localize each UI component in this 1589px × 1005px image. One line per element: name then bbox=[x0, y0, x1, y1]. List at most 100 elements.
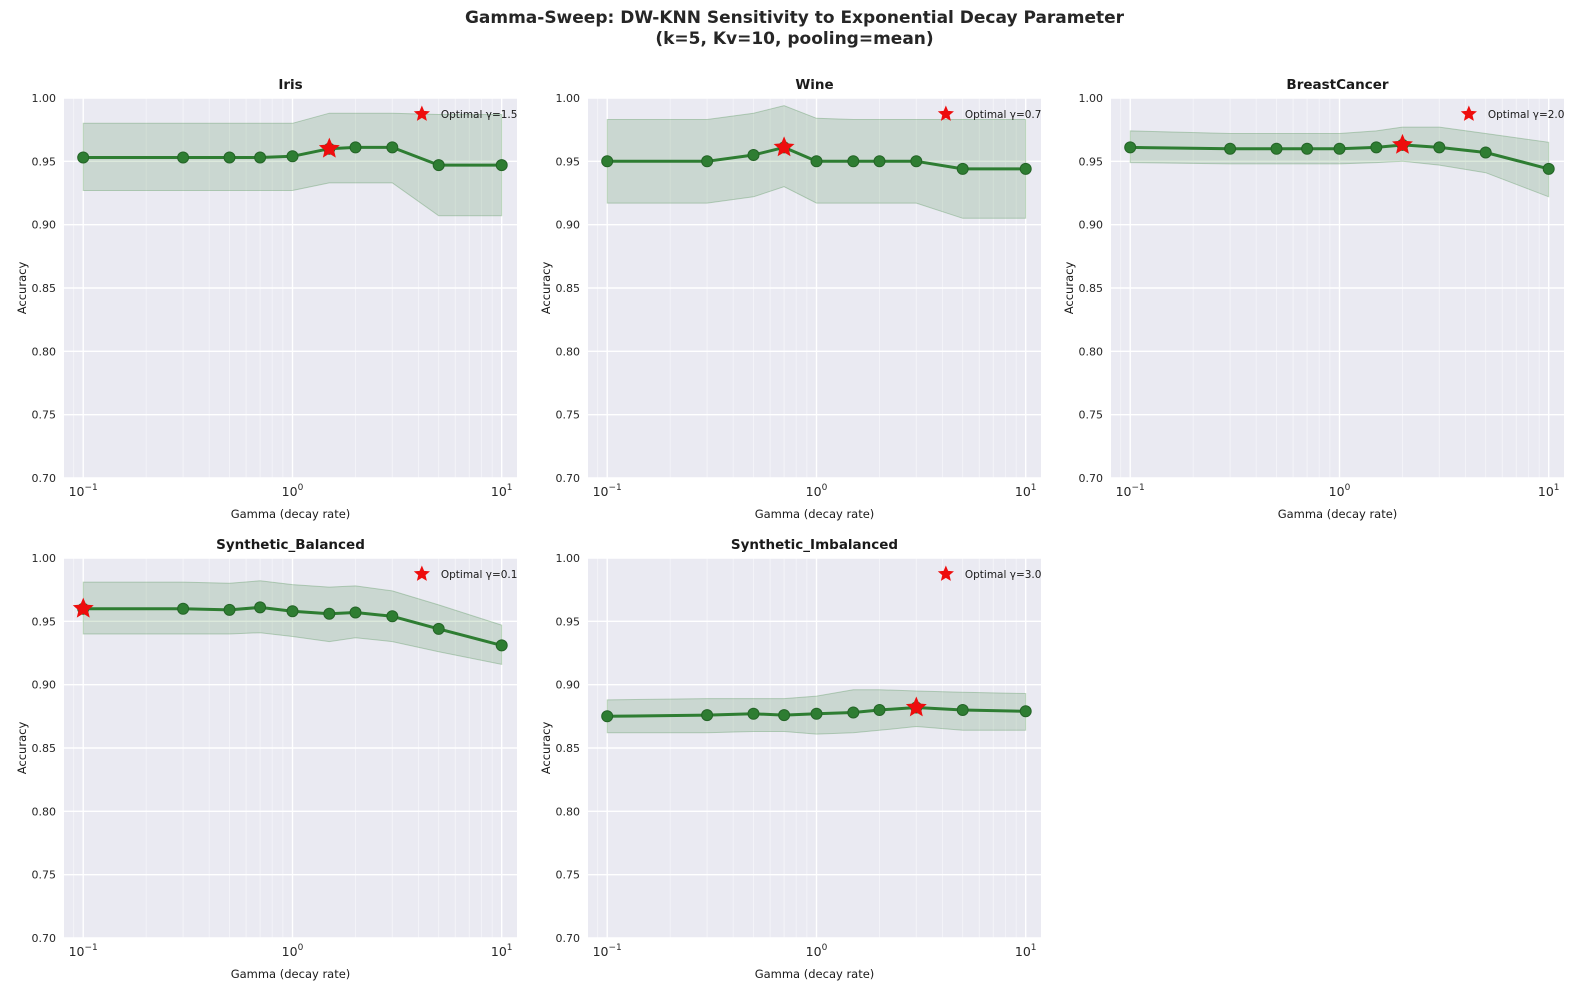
legend-star-icon bbox=[1460, 105, 1477, 121]
x-axis-tick-label: 100 bbox=[806, 943, 828, 959]
data-point-marker bbox=[1542, 162, 1555, 175]
data-point-marker bbox=[495, 639, 508, 652]
data-point-marker bbox=[77, 151, 90, 164]
data-point-marker bbox=[956, 162, 969, 175]
data-point-marker bbox=[1433, 141, 1446, 154]
y-axis-tick-label: 0.75 bbox=[556, 869, 581, 882]
optimal-star-marker bbox=[1392, 133, 1413, 154]
legend-star-icon bbox=[413, 105, 430, 121]
subplot-wine: Optimal γ=0.7 Wine 0.70 0.75 0.80 0.85 0.90 0.9… bbox=[536, 75, 1059, 537]
data-point-marker bbox=[177, 602, 190, 615]
data-point-marker bbox=[847, 706, 860, 719]
data-point-marker bbox=[601, 710, 614, 723]
data-point-marker bbox=[1224, 142, 1237, 155]
y-axis-label: Accuracy bbox=[539, 262, 553, 315]
x-axis-tick-label: 101 bbox=[1015, 483, 1037, 499]
y-axis-label: Accuracy bbox=[15, 262, 29, 315]
subplot-title: Synthetic_Imbalanced bbox=[731, 537, 898, 553]
data-point-marker bbox=[847, 155, 860, 168]
data-point-marker bbox=[701, 155, 714, 168]
y-axis-tick-label: 0.80 bbox=[556, 345, 581, 358]
optimal-star-marker bbox=[72, 597, 94, 618]
x-axis-tick-label: 100 bbox=[1329, 483, 1351, 499]
y-axis-tick-label: 0.85 bbox=[1079, 282, 1104, 295]
accuracy-line bbox=[81, 145, 504, 167]
data-point-marker bbox=[349, 606, 362, 619]
confidence-band bbox=[82, 112, 503, 217]
subplot-title: Synthetic_Balanced bbox=[216, 537, 365, 553]
data-point-marker bbox=[223, 603, 236, 616]
figure-title: Gamma-Sweep: DW-KNN Sensitivity to Expon… bbox=[0, 8, 1589, 50]
accuracy-line bbox=[1128, 143, 1551, 171]
subplot-synthetic-balanced: Optimal γ=0.1 Synthetic_Balanced 0.70 0.75 0… bbox=[12, 535, 535, 997]
subplot-wine: Optimal γ=0.7 Wine 0.70 0.75 0.80 0.85 0.90 0.9… bbox=[539, 77, 1041, 521]
x-axis-tick-label: 100 bbox=[806, 483, 828, 499]
legend-label: Optimal γ=3.0 bbox=[965, 569, 1042, 581]
data-point-marker bbox=[254, 601, 267, 614]
data-point-marker bbox=[873, 155, 886, 168]
x-axis-tick-label: 101 bbox=[491, 943, 513, 959]
optimal-star-marker bbox=[773, 136, 795, 157]
x-axis-tick-label: 101 bbox=[1538, 483, 1560, 499]
y-axis-tick-label: 0.85 bbox=[556, 282, 581, 295]
optimal-star-marker bbox=[905, 696, 927, 717]
y-axis-label: Accuracy bbox=[15, 722, 29, 775]
legend-star-icon bbox=[937, 105, 954, 121]
y-axis-tick-label: 0.90 bbox=[556, 679, 581, 692]
data-point-marker bbox=[910, 155, 923, 168]
accuracy-line bbox=[605, 145, 1028, 171]
y-axis-tick-label: 1.00 bbox=[32, 552, 57, 565]
subplot-iris: Optimal γ=1.5 Iris 0.70 0.75 0.80 0.85 0.90 0.9… bbox=[15, 77, 518, 521]
data-point-marker bbox=[601, 155, 614, 168]
x-axis-tick-label: 10−1 bbox=[593, 483, 622, 499]
subplot-breastcancer: Optimal γ=2.0 BreastCancer 0.70 0.75 0.80 0.8… bbox=[1059, 75, 1582, 537]
x-axis-tick-label: 100 bbox=[282, 483, 304, 499]
y-axis-tick-label: 1.00 bbox=[556, 92, 581, 105]
data-point-marker bbox=[432, 622, 445, 635]
data-point-marker bbox=[747, 149, 760, 161]
subplot-synthetic-imbalanced: Optimal γ=3.0 Synthetic_Imbalanced 0.70 0.7… bbox=[536, 535, 1059, 997]
data-point-marker bbox=[1370, 141, 1383, 154]
x-axis-tick-label: 100 bbox=[282, 943, 304, 959]
data-point-marker bbox=[286, 605, 299, 618]
y-axis-tick-label: 0.75 bbox=[32, 869, 57, 882]
legend-star-icon bbox=[937, 565, 954, 581]
legend-label: Optimal γ=1.5 bbox=[441, 109, 518, 121]
x-axis-tick-label: 10−1 bbox=[69, 483, 98, 499]
data-point-marker bbox=[956, 704, 969, 716]
data-point-marker bbox=[1270, 142, 1283, 155]
data-point-marker bbox=[223, 151, 236, 164]
y-axis-tick-label: 0.95 bbox=[32, 155, 57, 168]
y-axis-tick-label: 0.80 bbox=[1079, 345, 1104, 358]
data-point-marker bbox=[386, 141, 399, 154]
x-axis-label: Gamma (decay rate) bbox=[755, 967, 875, 981]
y-axis-tick-label: 0.90 bbox=[32, 679, 57, 692]
data-point-marker bbox=[254, 151, 267, 164]
y-axis-tick-label: 0.80 bbox=[32, 345, 57, 358]
x-axis-label: Gamma (decay rate) bbox=[1278, 507, 1398, 521]
x-axis-tick-label: 101 bbox=[491, 483, 513, 499]
subplot-title: Iris bbox=[278, 77, 302, 93]
subplot-title: BreastCancer bbox=[1286, 77, 1388, 93]
data-point-marker bbox=[349, 141, 362, 154]
y-axis-tick-label: 0.70 bbox=[32, 472, 57, 485]
x-axis-label: Gamma (decay rate) bbox=[755, 507, 875, 521]
y-axis-tick-label: 0.85 bbox=[32, 282, 57, 295]
data-point-marker bbox=[386, 610, 399, 623]
y-axis-tick-label: 0.95 bbox=[32, 615, 57, 628]
data-point-marker bbox=[810, 707, 823, 720]
data-point-marker bbox=[1019, 162, 1032, 175]
data-point-marker bbox=[1301, 142, 1314, 155]
y-axis-tick-label: 1.00 bbox=[1079, 92, 1104, 105]
y-axis-tick-label: 0.85 bbox=[32, 742, 57, 755]
data-point-marker bbox=[1479, 146, 1492, 159]
y-axis-tick-label: 0.75 bbox=[1079, 409, 1104, 422]
confidence-band bbox=[82, 580, 503, 666]
data-point-marker bbox=[432, 159, 445, 172]
x-axis-label: Gamma (decay rate) bbox=[231, 507, 351, 521]
data-point-marker bbox=[323, 607, 336, 620]
y-axis-tick-label: 0.90 bbox=[1079, 219, 1104, 232]
y-axis-tick-label: 0.70 bbox=[1079, 472, 1104, 485]
data-point-marker bbox=[1019, 705, 1032, 718]
